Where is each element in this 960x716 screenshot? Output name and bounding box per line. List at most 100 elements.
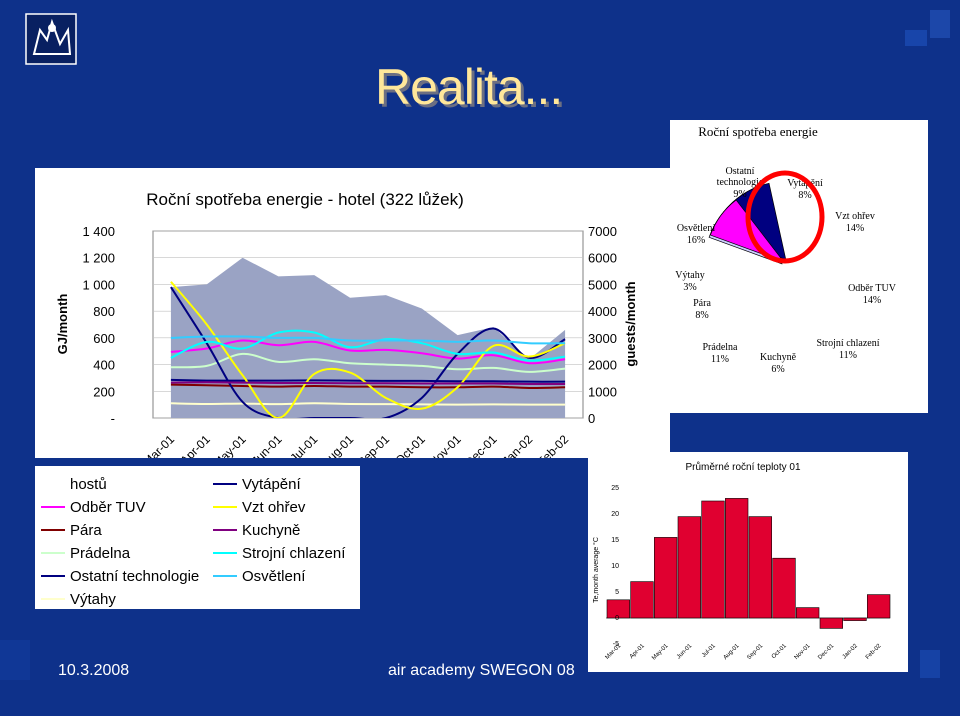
y2-tick-label: 0 — [588, 411, 595, 426]
x-tick-label: Apr-01 — [177, 432, 213, 458]
legend-item-kuchyne: Kuchyně — [242, 522, 300, 539]
temperature-bar — [630, 581, 654, 619]
y2-tick-label: 3000 — [588, 331, 617, 346]
series-line-pradelna — [170, 352, 566, 373]
temp-x-tick-label: Sep-01 — [746, 643, 764, 661]
y-tick-label: 200 — [93, 384, 115, 399]
legend-item-para: Pára — [70, 522, 102, 539]
consumption-chart-title: Roční spotřeba energie - hotel (322 lůže… — [146, 190, 464, 209]
legend-item-osvetleni: Osvětlení — [242, 568, 306, 585]
y-axis-label: GJ/month — [55, 294, 70, 355]
x-tick-label: Aug-01 — [319, 432, 356, 458]
y2-tick-label: 7000 — [588, 224, 617, 239]
pie-slice-ostatni-technologie — [709, 199, 785, 263]
y-tick-label: - — [111, 411, 115, 426]
series-line-strojni-chlazeni — [170, 329, 566, 362]
pie-label-ostatni-technologie: Ostatní technologie 9% — [717, 166, 764, 200]
x-tick-label: Mar-01 — [140, 432, 177, 458]
series-line-para — [170, 383, 566, 389]
series-line-odber-tuv — [170, 339, 566, 365]
temp-x-tick-label: May-01 — [651, 643, 670, 662]
y-tick-label: 800 — [93, 304, 115, 319]
temp-x-tick-label: Feb-02 — [865, 643, 883, 661]
pie-label-odber-tuv: Odběr TUV 14% — [848, 283, 897, 306]
temp-x-tick-label: Aug-01 — [723, 643, 741, 661]
series-line-ostatni-technologie — [170, 378, 566, 383]
consumption-legend: hostů Odběr TUV Pára Prádelna Ostatní techno… — [35, 466, 360, 609]
temperature-bar — [772, 557, 796, 619]
temp-y-tick-label: 25 — [611, 485, 619, 492]
y2-tick-label: 1000 — [588, 384, 617, 399]
temperature-bar — [654, 537, 678, 619]
temperature-bar — [701, 500, 725, 619]
pie-label-kuchyne: Kuchyně 6% — [760, 352, 797, 375]
highlight-circle — [745, 170, 825, 264]
temperature-bar — [677, 516, 701, 619]
y2-tick-label: 4000 — [588, 304, 617, 319]
y2-tick-label: 6000 — [588, 251, 617, 266]
temp-y-tick-label: 0 — [615, 615, 619, 622]
y2-tick-label: 5000 — [588, 277, 617, 292]
y2-axis-label: guests/month — [623, 281, 638, 366]
pie-label-vytapeni: Vytápění 8% — [787, 178, 823, 201]
legend-item-vzt-ohrev: Vzt ohřev — [242, 499, 306, 516]
footer-date: 10.3.2008 — [58, 662, 130, 679]
temperature-chart-panel: Průměrné roční teploty 01 -5 0 5 10 15 20 25 M… — [588, 452, 908, 672]
temp-x-tick-label: Jul-01 — [701, 643, 717, 659]
y-tick-label: 1 400 — [82, 224, 115, 239]
pie-label-pradelna: Prádelna 11% — [703, 342, 739, 365]
temp-x-tick-label: Jun-01 — [676, 643, 694, 661]
x-tick-label: Jun-01 — [249, 432, 285, 458]
y-tick-label: 1 200 — [82, 251, 115, 266]
x-tick-label: Oct-01 — [393, 432, 429, 458]
temp-x-tick-label: Dec-01 — [817, 643, 835, 661]
temp-y-tick-label: 5 — [615, 589, 619, 596]
temperature-bar — [748, 516, 772, 619]
pie-label-vzt-ohrev: Vzt ohřev 14% — [835, 211, 875, 234]
y-tick-label: 1 000 — [82, 277, 115, 292]
temperature-bar — [819, 617, 843, 629]
legend-item-pradelna: Prádelna — [70, 545, 131, 562]
pie-label-para: Pára 8% — [693, 298, 711, 321]
consumption-chart-panel: Roční spotřeba energie - hotel (322 lůže… — [35, 168, 670, 470]
x-tick-label: Nov-01 — [426, 432, 463, 458]
logo-icon — [25, 13, 77, 65]
pie-chart-title: Roční spotřeba energie — [698, 124, 818, 139]
temperature-bar — [725, 498, 749, 619]
y-tick-label: 400 — [93, 358, 115, 373]
x-tick-label: May-01 — [211, 432, 249, 458]
temp-x-tick-label: Jan-02 — [842, 643, 860, 661]
legend-item-ostatni-technologie: Ostatní technologie — [70, 568, 199, 585]
pie-chart: Roční spotřeba energie Vytápění 8% Vzt ohř… — [675, 124, 897, 375]
temp-y-tick-label: 15 — [611, 537, 619, 544]
series-line-kuchyne — [170, 381, 566, 385]
temp-x-tick-label: Nov-01 — [794, 643, 812, 661]
slide-title: Realita... — [375, 59, 563, 115]
temperature-bar — [843, 617, 867, 621]
temp-y-tick-label: 20 — [611, 511, 619, 518]
x-tick-label: Sep-01 — [355, 432, 392, 458]
consumption-chart: Roční spotřeba energie - hotel (322 lůže… — [55, 190, 638, 470]
footer-event: air academy SWEGON 08 — [388, 662, 575, 679]
temperature-y-axis-label: Te,month average °C — [592, 537, 600, 603]
y2-tick-label: 2000 — [588, 358, 617, 373]
temp-x-tick-label: Apr-01 — [629, 643, 646, 660]
temp-y-tick-label: -5 — [613, 641, 619, 648]
pie-chart-panel: Roční spotřeba energie Vytápění 8% Vzt ohř… — [670, 120, 928, 413]
series-line-vytahy — [170, 402, 566, 406]
y-tick-label: 600 — [93, 331, 115, 346]
temperature-chart-title: Průměrné roční teploty 01 — [685, 461, 800, 473]
x-tick-label: Dec-01 — [462, 432, 499, 458]
pie-label-vytahy: Výtahy 3% — [675, 270, 704, 293]
temp-y-tick-label: 10 — [611, 563, 619, 570]
legend-item-odber-tuv: Odběr TUV — [70, 499, 146, 516]
legend-item-vytapeni: Vytápění — [242, 476, 301, 493]
series-line-vytapeni — [170, 286, 566, 418]
temperature-chart: Průměrné roční teploty 01 -5 0 5 10 15 20 25 M… — [592, 461, 891, 662]
temperature-bar — [606, 599, 630, 619]
x-tick-label: Jul-01 — [287, 432, 320, 458]
legend-item-hostu: hostů — [70, 476, 107, 493]
pie-label-osvetleni: Osvětlení 16% — [677, 223, 716, 246]
legend-item-vytahy: Výtahy — [70, 591, 116, 608]
temperature-bar — [867, 594, 891, 619]
